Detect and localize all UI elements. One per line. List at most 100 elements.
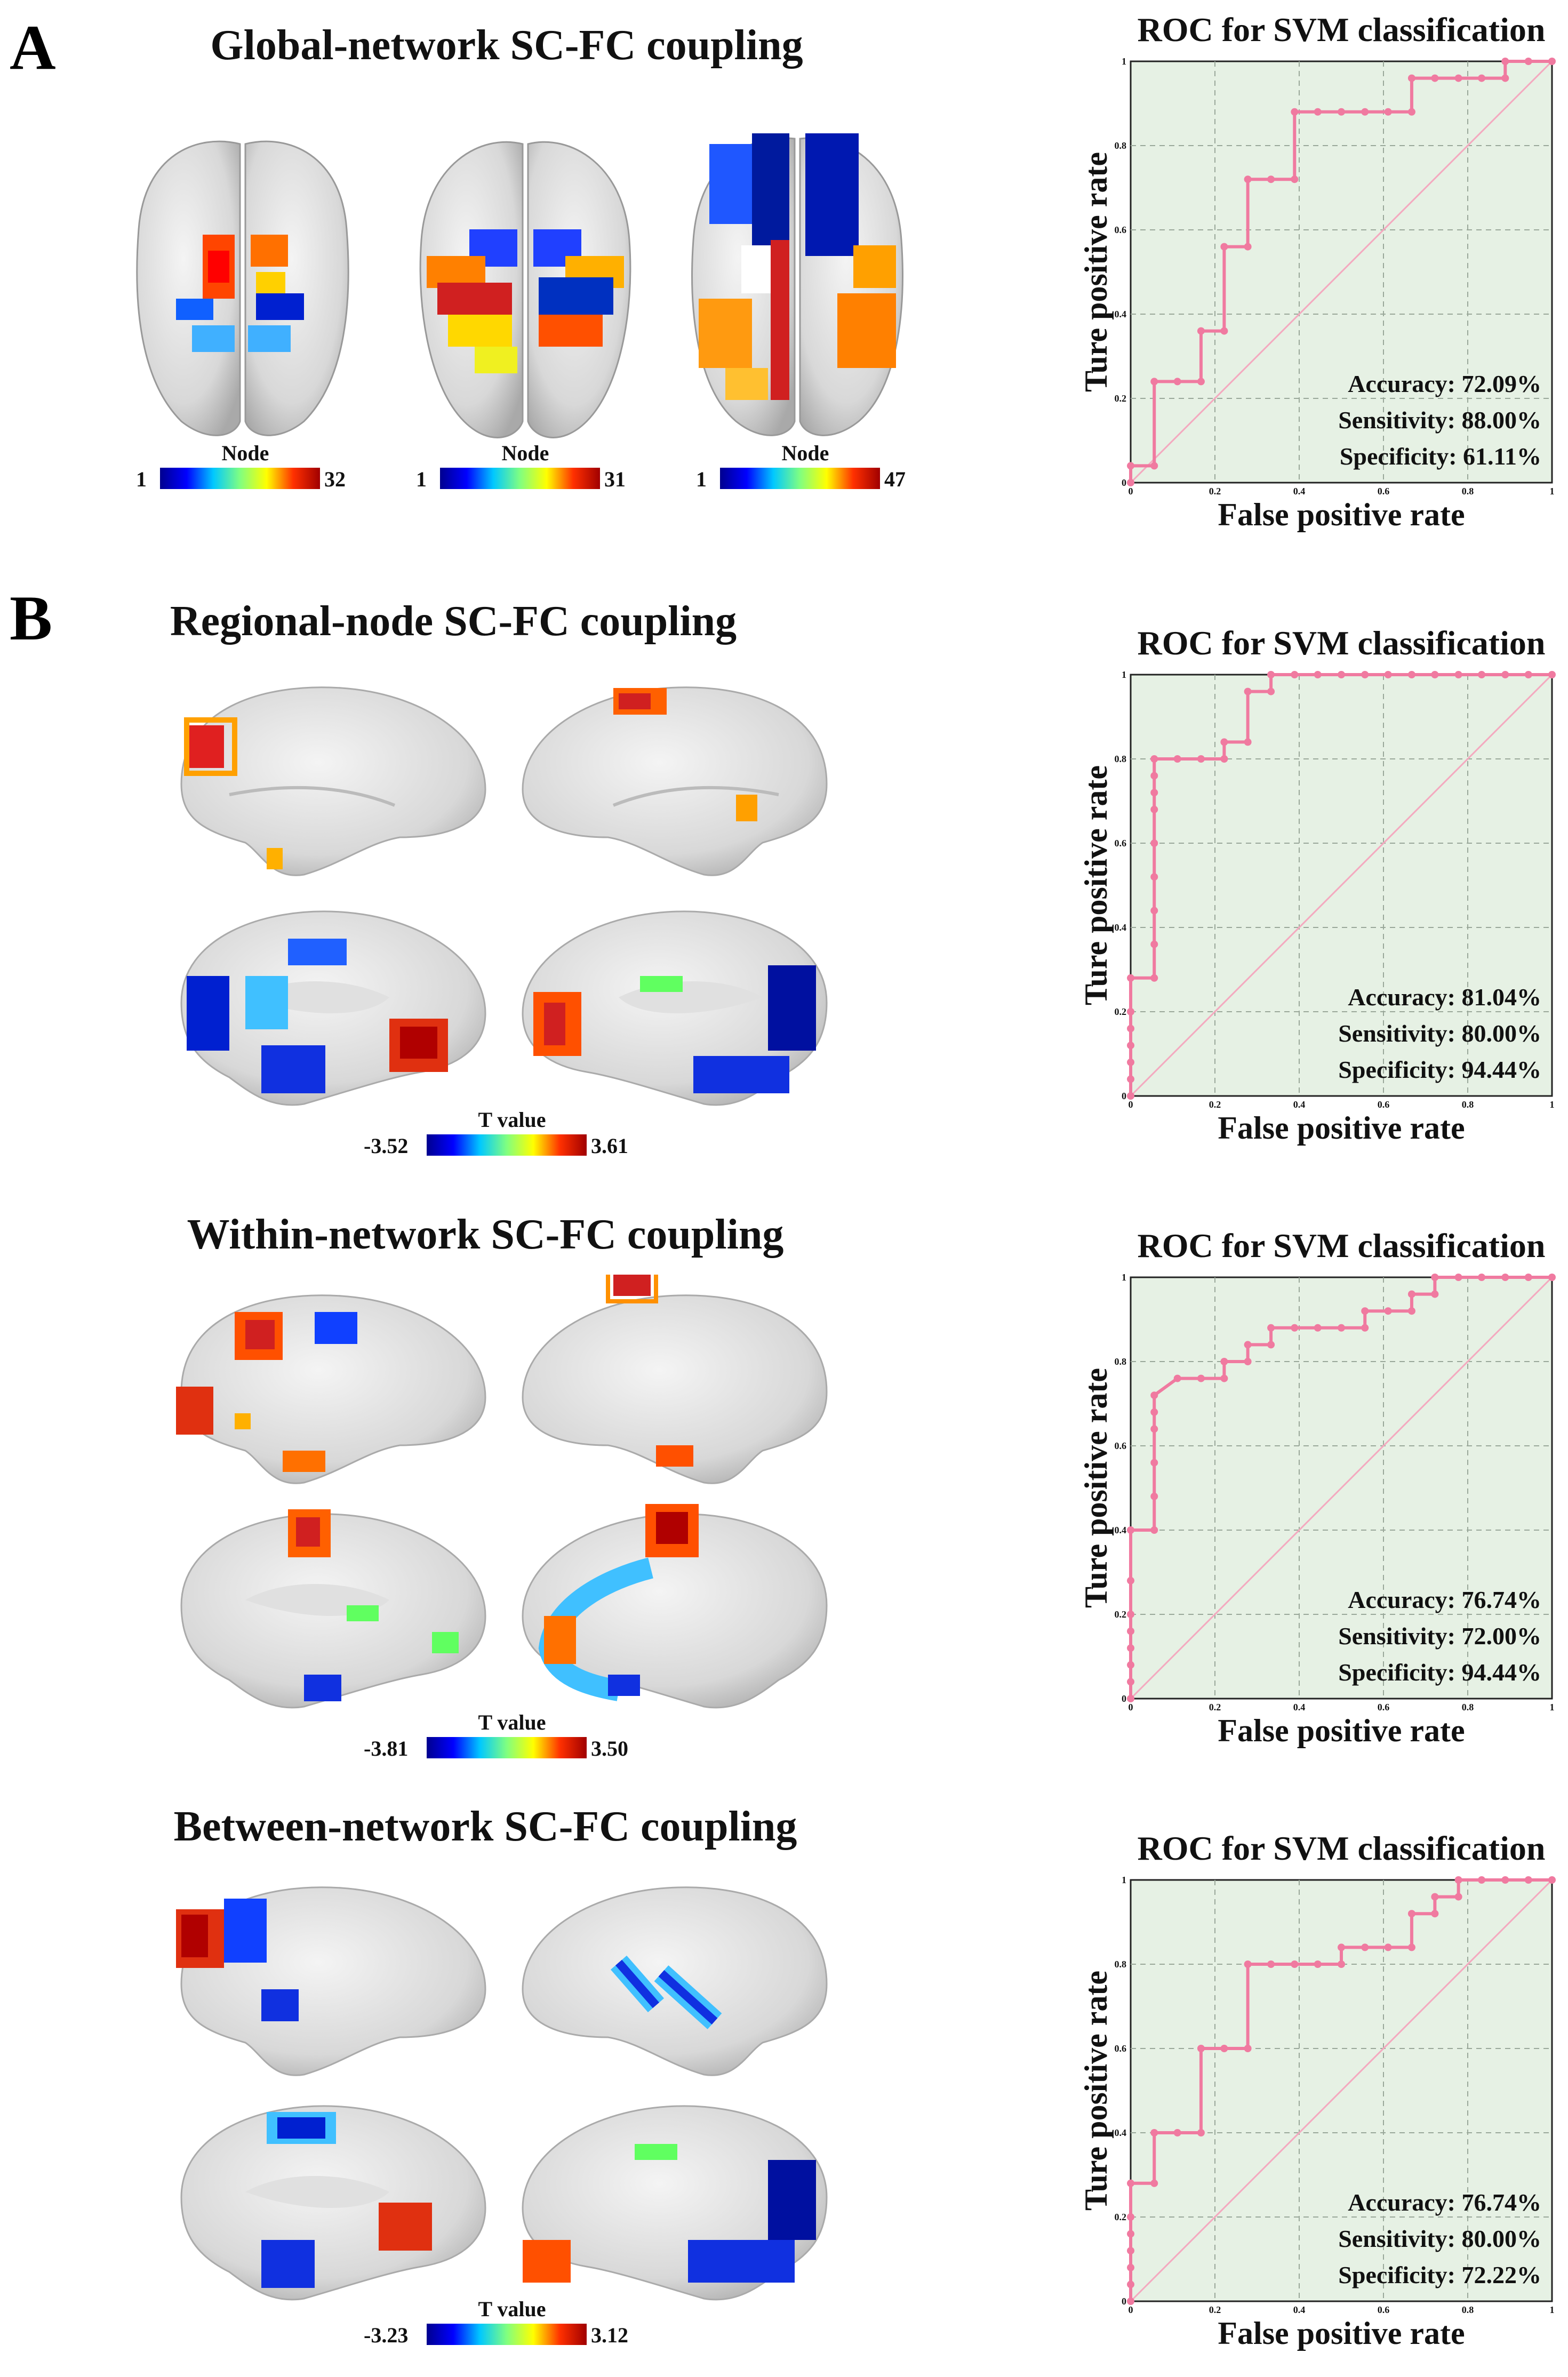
y-tick-label: 1 — [1122, 56, 1126, 67]
roc-point — [1150, 2129, 1158, 2136]
roc-point — [1127, 1644, 1134, 1652]
roc-point — [1150, 772, 1158, 780]
roc-point — [1127, 479, 1134, 486]
stat-text: Specificity: 94.44% — [1338, 1659, 1541, 1686]
x-axis-label: False positive rate — [1218, 1110, 1465, 1146]
roc-point — [1267, 1324, 1275, 1332]
x-tick-label: 0.8 — [1462, 486, 1474, 497]
between-title: Between-network SC-FC coupling — [173, 1803, 797, 1850]
x-tick-label: 0.8 — [1462, 2304, 1474, 2315]
x-axis-label: False positive rate — [1218, 2316, 1465, 2351]
roc-chart-3: ROC for SVM classification 0 0.2 0.4 0.6 0.8 1… — [1078, 1227, 1556, 1748]
x-tick-label: 0.4 — [1293, 2304, 1306, 2315]
roc-point — [1150, 755, 1158, 763]
roc-point — [1338, 108, 1345, 116]
roc-title: ROC for SVM classification — [1138, 624, 1546, 662]
roc-point — [1127, 1526, 1134, 1534]
roc-point — [1267, 1341, 1275, 1349]
y-axis-label: Ture positive rate — [1078, 1971, 1114, 2211]
roc-point — [1127, 462, 1134, 470]
y-tick-label: 0.2 — [1115, 393, 1127, 404]
roc-point — [1220, 1374, 1228, 1382]
global-colorbar-3-label: Node — [781, 441, 829, 465]
roc-title: ROC for SVM classification — [1138, 11, 1546, 49]
global-colorbar-2: Node 1 31 — [416, 441, 626, 491]
roc-point — [1291, 1324, 1299, 1332]
roc-point — [1361, 108, 1369, 116]
roc-point — [1220, 738, 1228, 746]
roc-point — [1291, 175, 1299, 183]
roc-point — [1314, 108, 1322, 116]
y-tick-label: 0.2 — [1115, 2212, 1127, 2222]
roc-point — [1338, 671, 1345, 678]
y-tick-label: 0.8 — [1115, 140, 1127, 151]
between-colorbar-max: 3.12 — [591, 2323, 628, 2347]
roc-point — [1478, 1876, 1486, 1884]
roc-point — [1244, 175, 1252, 183]
x-tick-label: 1 — [1550, 486, 1555, 497]
x-axis-label: False positive rate — [1218, 497, 1465, 532]
roc-point — [1127, 2179, 1134, 2187]
roc-title: ROC for SVM classification — [1138, 1227, 1546, 1264]
roc-point — [1407, 1290, 1415, 1298]
roc-point — [1338, 1960, 1345, 1968]
roc-point — [1150, 805, 1158, 813]
roc-chart-4: ROC for SVM classification 0 0.2 0.4 0.6 0.8 1… — [1078, 1829, 1556, 2351]
roc-point — [1150, 1391, 1158, 1399]
roc-point — [1338, 1943, 1345, 1951]
roc-point — [1431, 1910, 1439, 1918]
roc-point — [1454, 1274, 1462, 1281]
roc-point — [1127, 1576, 1134, 1584]
roc-curve — [1129, 1878, 1552, 2301]
between-brain-medial-right — [522, 2105, 828, 2301]
stat-text: Accuracy: 76.74% — [1348, 1586, 1541, 1613]
stat-text: Specificity: 72.22% — [1338, 2261, 1541, 2288]
roc-point — [1314, 1960, 1322, 1968]
between-colorbar-gradient — [427, 2324, 587, 2345]
roc-point — [1150, 789, 1158, 797]
roc-point — [1220, 755, 1228, 763]
roc-point — [1127, 2230, 1134, 2238]
global-colorbar-3-max: 47 — [884, 467, 906, 491]
x-tick-label: 0.2 — [1209, 1099, 1221, 1110]
roc-point — [1361, 1943, 1369, 1951]
roc-point — [1244, 1341, 1252, 1349]
x-tick-label: 0.6 — [1378, 2304, 1390, 2315]
regional-brain-lateral-left — [180, 686, 486, 876]
roc-point — [1291, 671, 1299, 678]
roc-point — [1361, 671, 1369, 678]
stat-text: Specificity: 61.11% — [1340, 443, 1541, 470]
roc-point — [1454, 1893, 1462, 1901]
y-tick-label: 0.2 — [1115, 1609, 1127, 1620]
roc-point — [1197, 2045, 1205, 2052]
stat-text: Sensitivity: 80.00% — [1338, 1020, 1541, 1047]
panel-letter-a: A — [10, 12, 56, 83]
roc-point — [1407, 108, 1415, 116]
y-tick-label: 0 — [1122, 477, 1126, 488]
chance-diagonal — [1130, 60, 1553, 484]
regional-colorbar-max: 3.61 — [591, 1134, 628, 1158]
y-tick-label: 0.8 — [1115, 1356, 1127, 1367]
x-tick-label: 0.4 — [1293, 1099, 1306, 1110]
roc-point — [1127, 2247, 1134, 2255]
roc-point — [1431, 1290, 1439, 1298]
roc-point — [1407, 1943, 1415, 1951]
global-colorbar-2-label: Node — [501, 441, 549, 465]
global-colorbar-3-gradient — [720, 468, 880, 489]
roc-point — [1267, 175, 1275, 183]
y-tick-label: 0.6 — [1115, 2043, 1127, 2054]
x-tick-label: 1 — [1550, 1702, 1555, 1712]
y-tick-label: 0.8 — [1115, 754, 1127, 764]
roc-point — [1127, 1627, 1134, 1635]
roc-point — [1220, 2045, 1228, 2052]
y-tick-label: 0.6 — [1115, 1440, 1127, 1451]
roc-point — [1127, 2280, 1134, 2288]
roc-point — [1548, 671, 1556, 678]
roc-point — [1127, 2213, 1134, 2221]
y-tick-label: 0 — [1122, 2296, 1126, 2307]
within-brain-medial-left — [180, 1509, 486, 1709]
roc-point — [1150, 1408, 1158, 1416]
global-title: Global-network SC-FC coupling — [210, 22, 803, 69]
y-tick-label: 1 — [1122, 1272, 1126, 1283]
y-tick-label: 0 — [1122, 1693, 1126, 1704]
